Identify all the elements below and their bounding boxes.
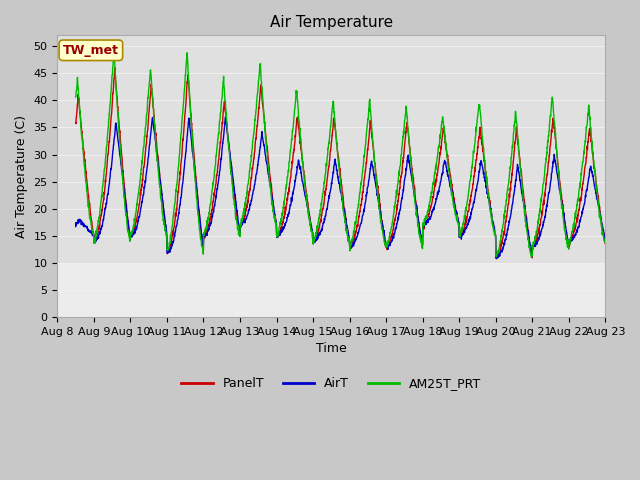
Text: TW_met: TW_met — [63, 44, 119, 57]
Bar — [58, 263, 605, 317]
Y-axis label: Air Temperature (C): Air Temperature (C) — [15, 115, 28, 238]
X-axis label: Time: Time — [316, 342, 347, 356]
Title: Air Temperature: Air Temperature — [270, 15, 393, 30]
Legend: PanelT, AirT, AM25T_PRT: PanelT, AirT, AM25T_PRT — [177, 372, 486, 396]
